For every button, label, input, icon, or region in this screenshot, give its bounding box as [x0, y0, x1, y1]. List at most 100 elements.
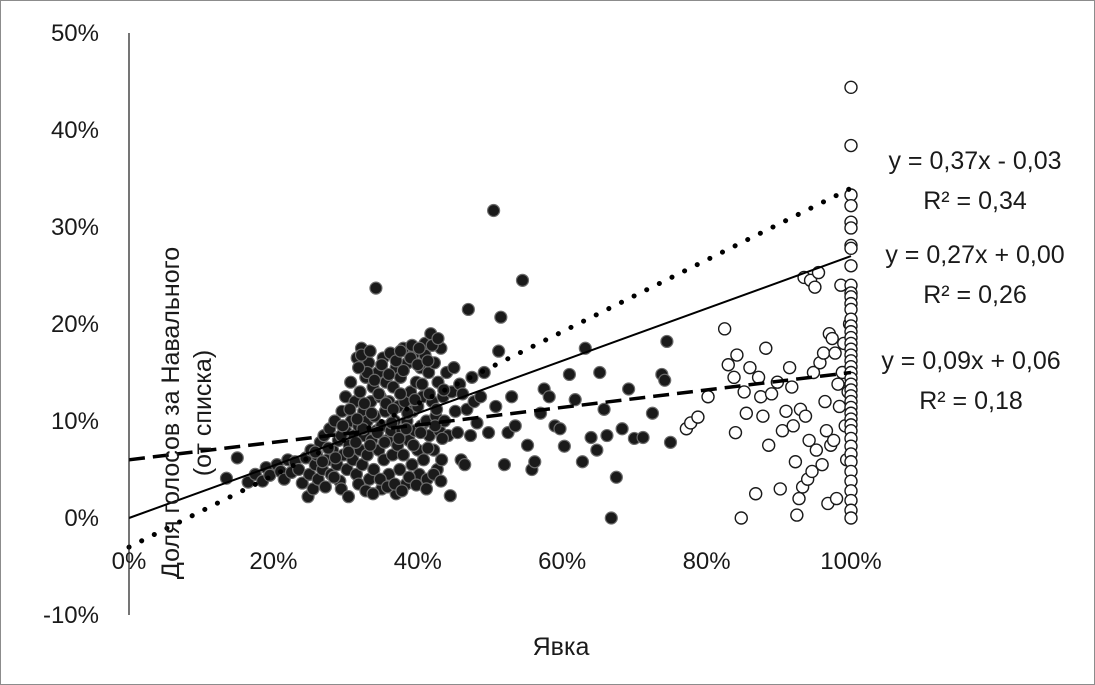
filled-data-point	[663, 435, 678, 449]
filled-data-point	[575, 455, 590, 469]
filled-data-point	[377, 435, 392, 449]
hollow-data-point	[815, 457, 829, 472]
x-tick-label: 40%	[394, 548, 442, 575]
filled-data-point	[494, 310, 508, 324]
hollow-data-point	[819, 424, 834, 438]
filled-data-point	[443, 489, 457, 503]
filled-data-point	[328, 451, 343, 465]
filled-data-point	[292, 462, 306, 477]
filled-data-point	[542, 390, 556, 404]
filled-data-point	[412, 341, 426, 355]
hollow-data-point	[727, 370, 741, 385]
x-tick-label: 20%	[249, 548, 297, 575]
hollow-data-point	[825, 331, 839, 346]
hollow-data-point	[748, 487, 763, 501]
hollow-data-point	[829, 491, 844, 506]
filled-data-point	[447, 361, 461, 375]
filled-data-point	[363, 344, 377, 358]
filled-data-point	[463, 428, 478, 443]
filled-data-point	[600, 428, 614, 443]
filled-data-point	[435, 453, 449, 467]
filled-data-point	[448, 404, 462, 418]
filled-data-point	[395, 484, 409, 498]
filled-data-point	[367, 462, 381, 477]
y-tick-label: 0%	[64, 505, 99, 532]
trendline-dashed-equation: y = 0,09x + 0,06	[881, 347, 1060, 375]
hollow-data-point	[743, 360, 757, 375]
y-tick-label: 50%	[51, 20, 99, 47]
hollow-data-point	[737, 385, 751, 399]
filled-data-point	[458, 458, 472, 472]
filled-data-point	[350, 412, 364, 426]
hollow-data-point	[691, 410, 705, 424]
filled-data-point	[553, 422, 567, 436]
filled-data-point	[515, 273, 530, 287]
hollow-data-point	[816, 346, 831, 360]
hollow-data-point	[701, 390, 715, 404]
hollow-data-point	[826, 433, 841, 448]
filled-data-point	[315, 455, 330, 469]
filled-data-point	[505, 390, 519, 404]
filled-data-point	[336, 419, 350, 433]
filled-data-point	[393, 387, 408, 401]
filled-data-point	[295, 476, 309, 490]
filled-data-point	[435, 431, 449, 446]
filled-data-point	[406, 438, 421, 452]
filled-data-point	[318, 480, 332, 494]
points-layer	[219, 80, 858, 525]
hollow-data-point	[844, 511, 858, 525]
hollow-data-point	[788, 455, 803, 469]
filled-data-point	[366, 487, 380, 501]
trendline-dashed	[128, 370, 852, 462]
filled-data-point	[375, 358, 389, 372]
hollow-data-point	[782, 360, 797, 375]
hollow-data-point	[809, 443, 824, 457]
filled-data-point	[416, 453, 431, 467]
y-tick-label: 10%	[51, 408, 99, 435]
filled-data-point	[415, 377, 429, 391]
hollow-data-point	[844, 198, 858, 213]
filled-data-point	[369, 281, 383, 295]
hollow-data-point	[798, 409, 813, 423]
hollow-data-point	[785, 380, 799, 394]
hollow-data-point	[844, 241, 858, 256]
hollow-data-point	[759, 341, 773, 355]
x-tick-label: 60%	[538, 548, 586, 575]
filled-data-point	[487, 203, 501, 218]
filled-data-point	[364, 406, 379, 420]
hollow-data-point	[805, 464, 819, 479]
filled-data-point	[520, 438, 535, 452]
hollow-data-point	[844, 80, 858, 95]
trendline-dotted-equation: y = 0,37x - 0,03	[888, 147, 1061, 175]
filled-data-point	[590, 443, 604, 457]
filled-data-point	[396, 448, 410, 462]
filled-data-point	[363, 438, 377, 452]
filled-data-point	[434, 474, 448, 488]
hollow-data-point	[802, 433, 816, 448]
hollow-data-point	[761, 438, 776, 452]
y-axis-title-line1: Доля голосов за Навального	[157, 247, 185, 579]
filled-data-point	[557, 439, 571, 453]
hollow-data-point	[775, 424, 790, 438]
filled-data-point	[450, 426, 465, 440]
hollow-data-point	[739, 406, 754, 420]
trendline-dotted-r2: R² = 0,34	[923, 187, 1027, 215]
filled-data-point	[645, 406, 660, 420]
x-tick-label: 100%	[820, 548, 881, 575]
filled-data-point	[372, 387, 386, 401]
filled-data-point	[481, 426, 496, 440]
filled-data-point	[421, 441, 435, 455]
x-tick-labels: 0% 20% 40% 60% 80% 100%	[112, 548, 882, 575]
filled-data-point	[528, 455, 542, 469]
hollow-data-point	[754, 390, 768, 404]
hollow-data-point	[721, 358, 735, 372]
y-tick-label: 40%	[51, 117, 99, 144]
filled-data-point	[568, 393, 582, 407]
x-tick-label: 0%	[112, 548, 147, 575]
filled-data-point	[636, 430, 650, 445]
y-tick-label: 30%	[51, 214, 99, 241]
filled-data-point	[341, 490, 356, 504]
trendline-solid-equation: y = 0,27x + 0,00	[885, 241, 1064, 269]
